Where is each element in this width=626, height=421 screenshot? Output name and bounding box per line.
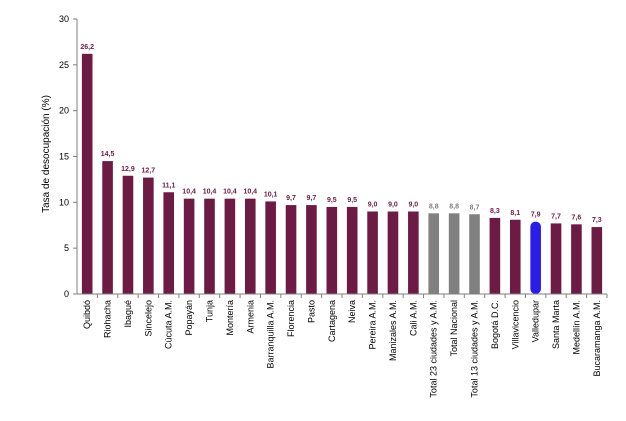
- data-label: 9,7: [307, 195, 317, 202]
- data-label: 10,4: [243, 189, 257, 196]
- category-label: Barranquilla A.M.: [266, 300, 276, 369]
- category-label: Total 23 ciudades y A.M.: [429, 300, 439, 398]
- y-axis-ticks: 0 5 10 15 20 25 30: [59, 14, 77, 299]
- data-label: 10,4: [203, 189, 217, 196]
- bar: [122, 175, 134, 294]
- data-label: 8,3: [490, 208, 500, 215]
- bar: [509, 219, 521, 294]
- bar: [408, 211, 419, 294]
- category-label: Bogotá D.C.: [490, 300, 500, 349]
- data-label: 9,0: [388, 202, 398, 209]
- category-label: Popayán: [184, 300, 194, 336]
- bar: [81, 53, 93, 295]
- category-label: Ibagué: [123, 300, 133, 328]
- category-label: Villavicencio: [510, 300, 520, 349]
- bar: [326, 206, 338, 294]
- data-label: 9,5: [327, 197, 337, 204]
- data-label: 10,1: [264, 191, 278, 198]
- data-label: 12,7: [142, 168, 156, 175]
- data-label: 7,9: [531, 212, 541, 219]
- bar: [469, 214, 480, 294]
- data-label: 8,8: [429, 203, 439, 210]
- data-labels: 26,2 14,5 12,9 12,7 11,1 10,4 10,4 10,4 10,4 10,1…: [80, 44, 601, 224]
- category-label: Total 13 ciudades y A.M.: [470, 300, 480, 398]
- bar: [387, 211, 399, 294]
- category-label: Neiva: [347, 300, 357, 323]
- bars: [81, 53, 603, 295]
- bar: [244, 198, 256, 294]
- bar: [367, 211, 378, 294]
- category-label: Pereira A.M.: [368, 300, 378, 350]
- data-label: 26,2: [80, 44, 94, 51]
- data-label: 12,9: [121, 166, 135, 173]
- bar: [306, 205, 317, 294]
- data-label: 7,7: [551, 213, 561, 220]
- bar: [143, 177, 154, 294]
- y-tick-label: 30: [59, 14, 69, 24]
- data-label: 9,0: [368, 202, 378, 209]
- bar: [550, 223, 562, 294]
- bar: [163, 192, 175, 294]
- y-tick-label: 15: [59, 152, 69, 162]
- bar: [346, 206, 358, 294]
- category-label: Total Nacional: [449, 300, 459, 357]
- category-label: Medellín A.M.: [571, 300, 581, 355]
- bar: [285, 205, 297, 294]
- bar: [448, 213, 460, 294]
- data-label: 11,1: [162, 182, 175, 189]
- category-label: Florencia: [286, 300, 296, 337]
- category-label: Cali A.M.: [408, 300, 418, 336]
- category-label: Cartagena: [327, 300, 337, 342]
- bar: [591, 227, 603, 294]
- data-label: 9,7: [286, 195, 296, 202]
- bar: [428, 213, 440, 294]
- bar: [204, 198, 215, 294]
- category-label: Quibdó: [82, 300, 92, 329]
- category-label: Sincelejo: [143, 300, 153, 337]
- category-label: Valledupar: [531, 300, 541, 342]
- y-tick-label: 20: [59, 106, 69, 116]
- data-label: 7,3: [592, 217, 602, 224]
- data-label: 14,5: [101, 151, 115, 158]
- category-label: Bucaramanga A.M.: [592, 300, 602, 377]
- bar: [183, 198, 195, 294]
- data-label: 10,4: [223, 189, 237, 196]
- category-label: Riohacha: [103, 300, 113, 338]
- bar: [571, 224, 582, 294]
- data-label: 8,1: [510, 210, 520, 217]
- data-label: 9,0: [408, 202, 418, 209]
- category-label: Tunja: [205, 300, 215, 322]
- category-label: Montería: [225, 300, 235, 336]
- bar: [489, 217, 501, 294]
- x-axis-categories: Quibdó Riohacha Ibagué Sincelejo Cúcuta A.M.…: [82, 294, 608, 398]
- category-label: Santa Marta: [551, 300, 561, 349]
- y-axis-label: Tasa de desocupación (%): [41, 95, 52, 213]
- data-label: 8,8: [449, 203, 459, 210]
- data-label: 8,7: [470, 204, 480, 211]
- category-label: Cúcuta A.M.: [164, 300, 174, 349]
- y-tick-label: 5: [64, 243, 69, 253]
- bar: [224, 198, 236, 294]
- data-label: 9,5: [347, 197, 357, 204]
- data-label: 10,4: [182, 189, 196, 196]
- category-label: Manizales A.M.: [388, 300, 398, 361]
- y-tick-label: 10: [59, 197, 69, 207]
- y-tick-label: 0: [64, 289, 69, 299]
- bar: [102, 161, 113, 294]
- y-tick-label: 25: [59, 60, 69, 70]
- category-label: Armenia: [245, 300, 255, 334]
- category-label: Pasto: [306, 300, 316, 323]
- bar: [265, 201, 276, 294]
- data-label: 7,6: [572, 214, 582, 221]
- bar-highlighted: [530, 221, 541, 294]
